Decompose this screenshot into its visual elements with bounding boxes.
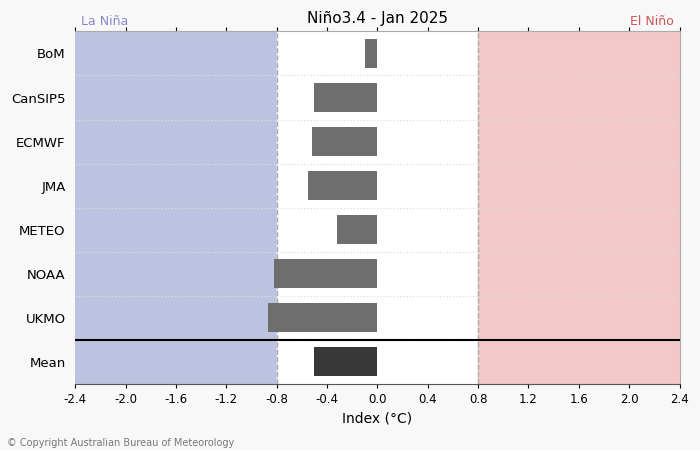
Title: Niño3.4 - Jan 2025: Niño3.4 - Jan 2025 <box>307 11 448 26</box>
Bar <box>276 32 478 384</box>
Text: © Copyright Australian Bureau of Meteorology: © Copyright Australian Bureau of Meteoro… <box>7 438 234 448</box>
Bar <box>308 171 377 200</box>
Text: El Niño: El Niño <box>630 15 673 28</box>
Bar <box>314 347 377 376</box>
Text: La Niña: La Niña <box>81 15 129 28</box>
Bar <box>365 39 377 68</box>
Bar <box>337 216 377 244</box>
Bar <box>76 32 276 384</box>
Bar <box>314 83 377 112</box>
X-axis label: Index (°C): Index (°C) <box>342 411 412 425</box>
Bar <box>478 32 680 384</box>
Bar <box>312 127 377 156</box>
Bar <box>274 259 377 288</box>
Bar <box>268 303 377 332</box>
